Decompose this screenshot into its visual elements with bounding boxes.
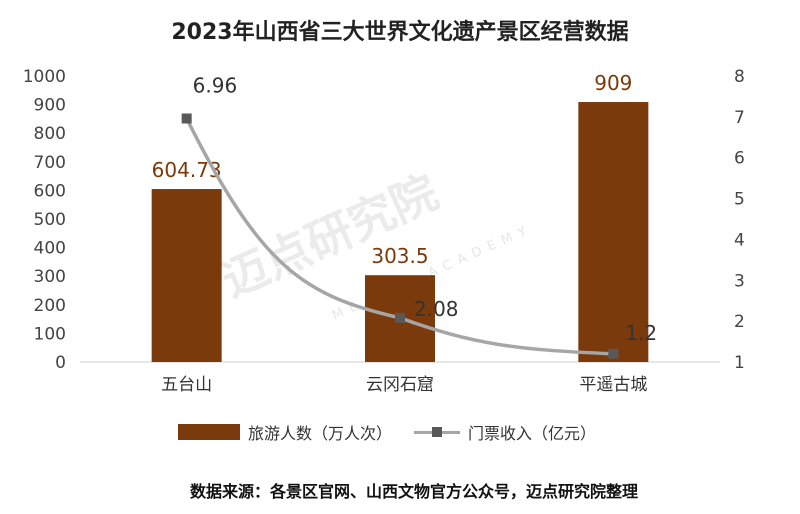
y-left-tick-label: 0 bbox=[55, 353, 66, 373]
legend-label-revenue: 门票收入（亿元） bbox=[468, 424, 597, 443]
line-data-label: 6.96 bbox=[193, 73, 238, 97]
line-data-label: 2.08 bbox=[414, 297, 459, 321]
line-revenue bbox=[185, 117, 614, 356]
chart-title: 2023年山西省三大世界文化遗产景区经营数据 bbox=[171, 20, 629, 45]
legend-bar-swatch bbox=[178, 424, 240, 440]
legend-item-visitors: 旅游人数（万人次） bbox=[178, 420, 392, 444]
y-left-tick-label: 600 bbox=[34, 181, 66, 201]
y-right-tick-label: 4 bbox=[734, 230, 745, 250]
y-right-tick-label: 8 bbox=[734, 67, 745, 87]
y-left-tick-label: 1000 bbox=[23, 67, 66, 87]
line-marker-revenue bbox=[395, 312, 405, 323]
line-marker-revenue bbox=[608, 348, 619, 359]
y-right-tick-label: 1 bbox=[734, 353, 745, 373]
y-right-tick-label: 6 bbox=[734, 149, 745, 169]
bar-visitors bbox=[151, 189, 222, 362]
y-left-tick-label: 700 bbox=[34, 153, 66, 173]
legend-line-swatch bbox=[414, 424, 461, 440]
line-data-label: 1.2 bbox=[625, 321, 657, 345]
x-tick-label: 平遥古城 bbox=[579, 375, 647, 395]
chart-legend: 旅游人数（万人次） 门票收入（亿元） bbox=[178, 420, 618, 444]
x-tick-label: 五台山 bbox=[161, 375, 212, 395]
y-right-tick-label: 3 bbox=[734, 271, 745, 291]
data-source-note: 数据来源：各景区官网、山西文物官方公众号，迈点研究院整理 bbox=[190, 482, 639, 501]
y-left-tick-label: 900 bbox=[34, 96, 66, 116]
y-left-tick-label: 500 bbox=[34, 210, 66, 230]
bar-data-label: 909 bbox=[594, 71, 632, 95]
y-right-tick-label: 2 bbox=[734, 312, 745, 332]
y-left-tick-label: 100 bbox=[34, 324, 66, 344]
bar-visitors bbox=[578, 102, 649, 362]
y-right-tick-label: 7 bbox=[734, 108, 745, 128]
y-left-tick-label: 200 bbox=[34, 296, 66, 316]
legend-label-visitors: 旅游人数（万人次） bbox=[248, 424, 393, 443]
bar-data-label: 303.5 bbox=[371, 244, 428, 268]
line-marker-revenue bbox=[181, 113, 192, 124]
y-left-tick-label: 300 bbox=[34, 267, 66, 287]
x-tick-label: 云冈石窟 bbox=[366, 375, 434, 395]
y-right-tick-label: 5 bbox=[734, 190, 745, 210]
y-left-tick-label: 400 bbox=[34, 239, 66, 259]
y-left-tick-label: 800 bbox=[34, 124, 66, 144]
legend-item-revenue: 门票收入（亿元） bbox=[414, 420, 596, 444]
